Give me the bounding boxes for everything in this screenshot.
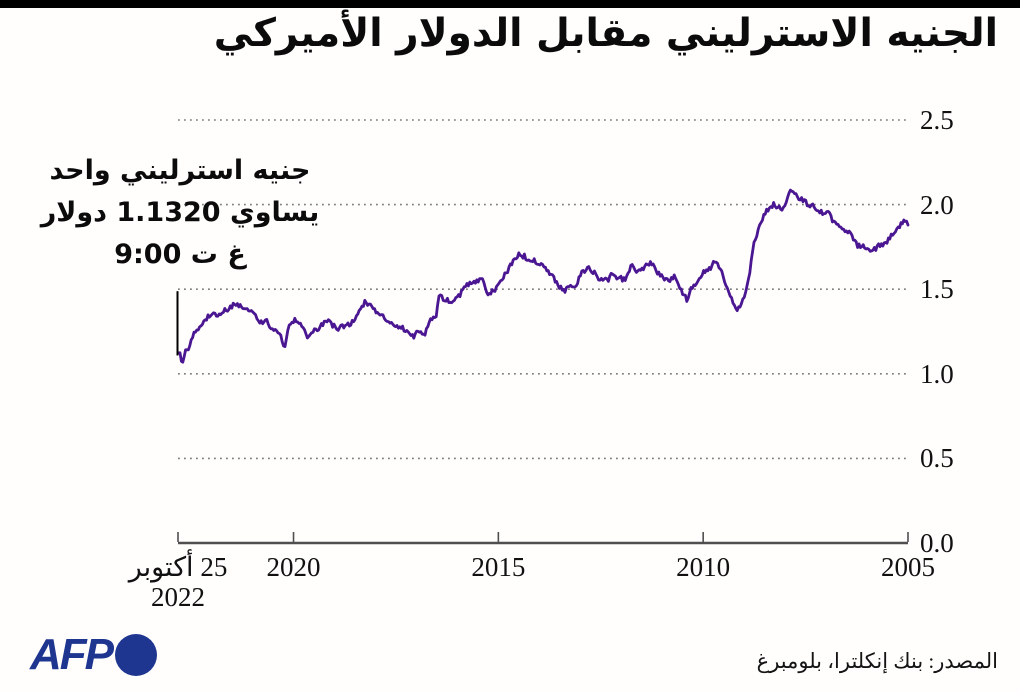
source-text: المصدر: بنك إنكلترا، بلومبرغ <box>756 649 998 673</box>
annotation-line-1: جنيه استرليني واحد <box>49 155 311 186</box>
chart-title: الجنيه الاسترليني مقابل الدولار الأميركي <box>213 11 998 56</box>
gbp-usd-line <box>177 188 910 364</box>
top-border-bar <box>0 0 1020 8</box>
afp-globe-icon <box>115 634 157 676</box>
annotation-line-3: غ ت 9:00 <box>114 238 246 270</box>
latest-value-annotation: جنيه استرليني واحد يساوي 1.1320 دولار غ … <box>28 150 332 276</box>
afp-logo: AFP <box>30 633 157 677</box>
annotation-line-2: يساوي 1.1320 دولار <box>40 196 320 228</box>
afp-logo-text: AFP <box>30 630 114 679</box>
